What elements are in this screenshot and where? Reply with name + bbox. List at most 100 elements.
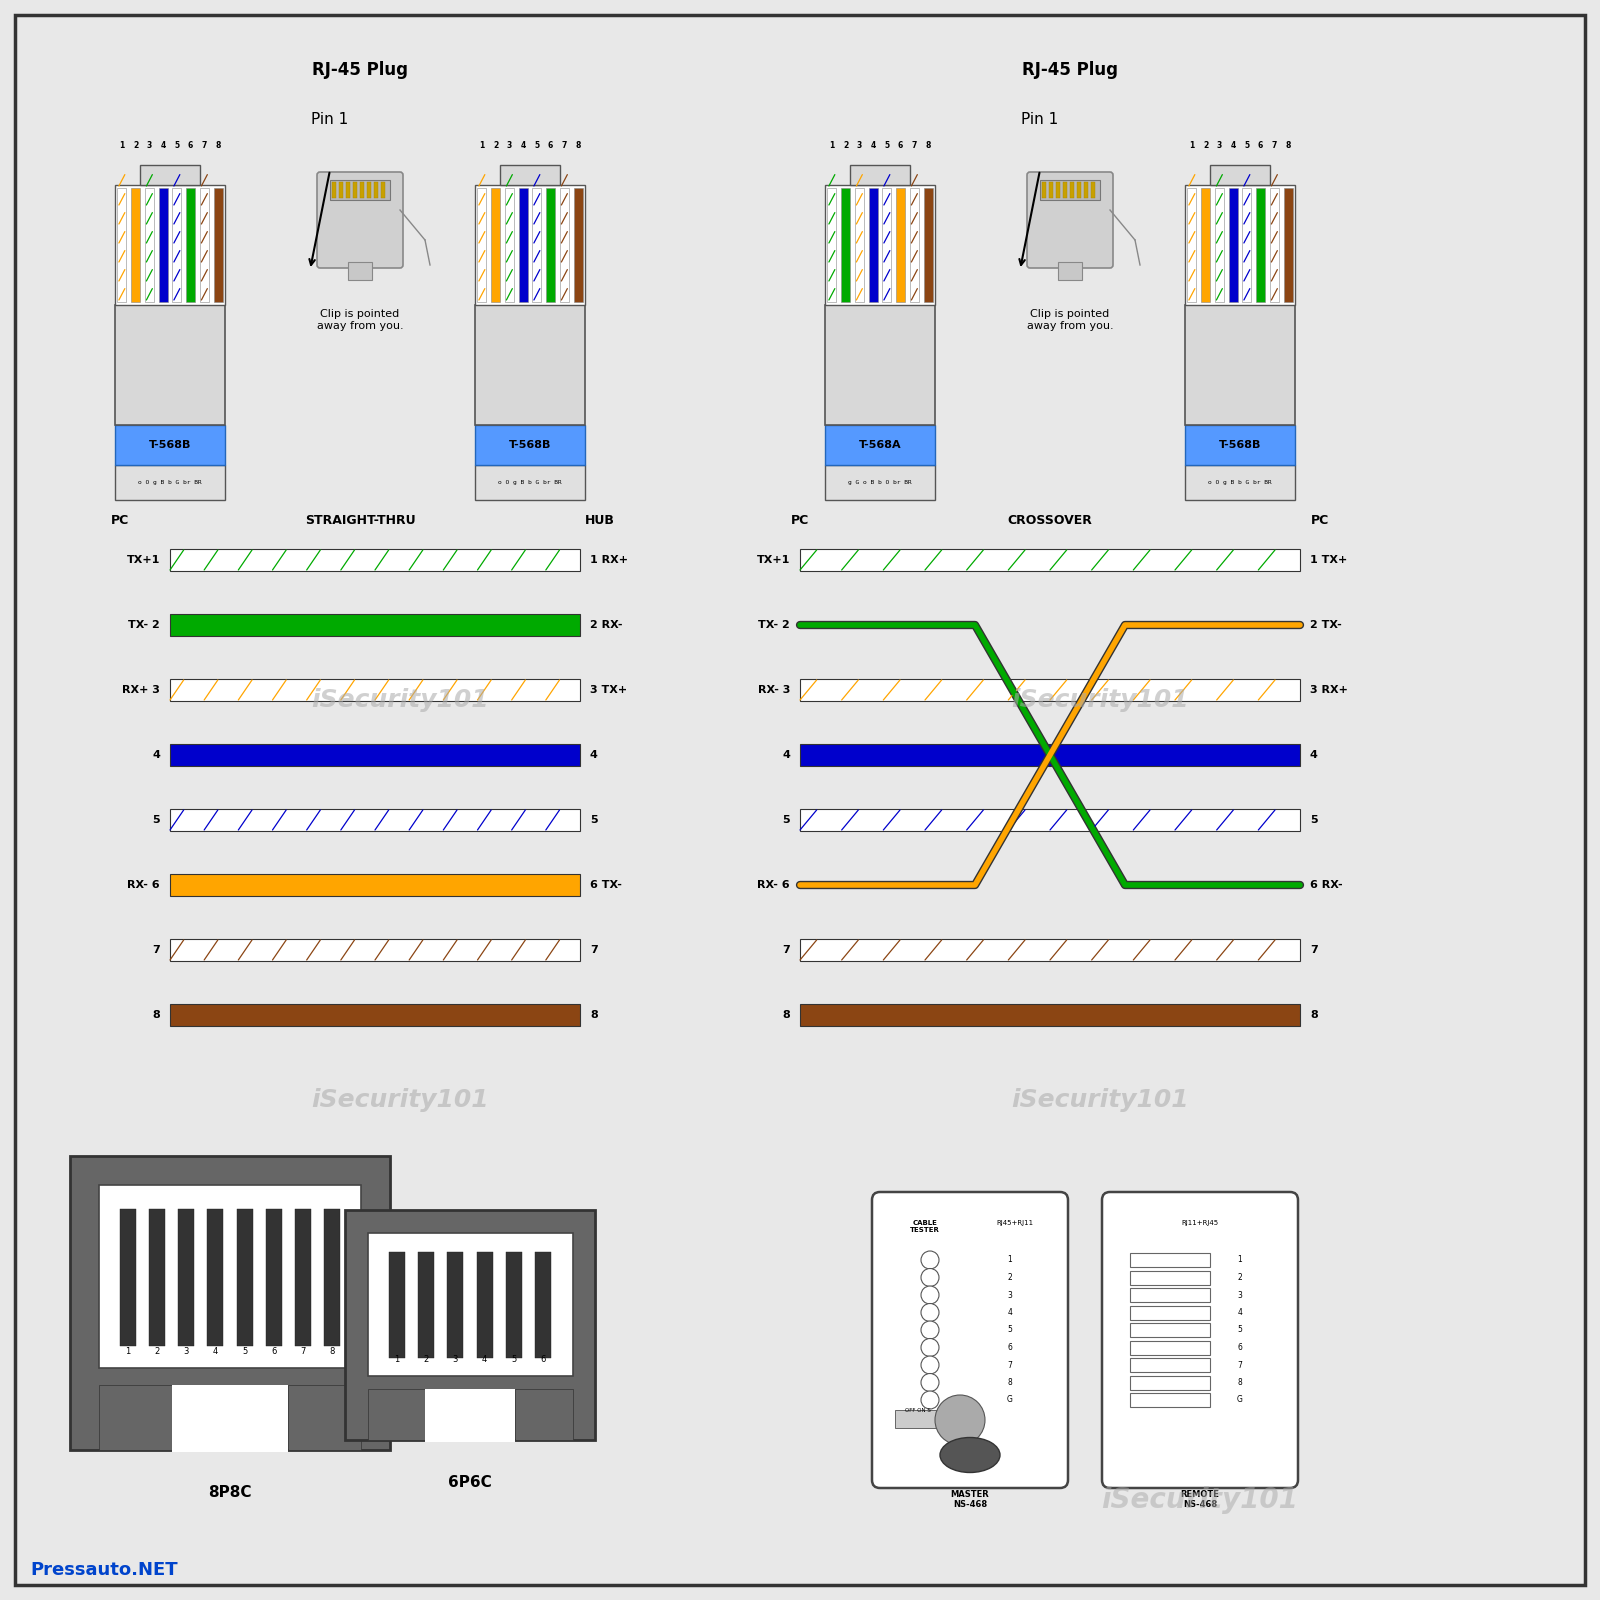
Bar (170, 1005, 579, 1026)
FancyBboxPatch shape (1102, 1192, 1298, 1488)
Text: RX- 6: RX- 6 (128, 880, 160, 890)
Text: 8: 8 (152, 1010, 160, 1021)
Circle shape (922, 1390, 939, 1410)
Text: 3: 3 (856, 141, 862, 150)
Bar (574, 187, 582, 302)
Circle shape (934, 1395, 986, 1445)
Bar (333, 182, 336, 198)
Circle shape (922, 1322, 939, 1339)
Text: 4: 4 (152, 750, 160, 760)
Bar (475, 426, 586, 466)
Bar (475, 466, 586, 499)
Bar (99, 1386, 173, 1450)
Bar (475, 186, 586, 306)
Bar (826, 426, 934, 466)
Bar (170, 810, 579, 830)
Bar (1130, 1394, 1210, 1406)
Bar (499, 165, 560, 186)
Text: Pressauto.NET: Pressauto.NET (30, 1562, 178, 1579)
Text: 7: 7 (1008, 1360, 1013, 1370)
Text: o O g B b G br BR: o O g B b G br BR (138, 480, 202, 485)
Text: 8: 8 (925, 141, 931, 150)
Bar (869, 187, 877, 302)
Text: 1 RX+: 1 RX+ (590, 555, 627, 565)
Text: 3: 3 (1216, 141, 1222, 150)
Bar (826, 466, 934, 499)
Bar (506, 187, 514, 302)
Bar (366, 182, 371, 198)
Text: 3: 3 (453, 1355, 458, 1363)
Bar (1130, 1270, 1210, 1285)
Text: 2: 2 (1238, 1274, 1242, 1282)
Bar (117, 187, 126, 302)
Text: 7: 7 (590, 946, 598, 955)
Bar (346, 182, 349, 198)
Text: 6: 6 (898, 141, 904, 150)
Text: iSecurity101: iSecurity101 (1011, 1088, 1189, 1112)
Text: 6: 6 (189, 141, 194, 150)
Text: OFF ON S: OFF ON S (906, 1408, 931, 1413)
Text: 7: 7 (1272, 141, 1277, 150)
Text: 2: 2 (133, 141, 138, 150)
Text: 3 RX+: 3 RX+ (1310, 685, 1347, 694)
Text: CABLE
TESTER: CABLE TESTER (910, 1219, 939, 1234)
Text: 4: 4 (213, 1347, 218, 1355)
Bar (115, 306, 226, 426)
Text: RJ45+RJ11: RJ45+RJ11 (997, 1219, 1034, 1226)
Text: TX+1: TX+1 (757, 555, 790, 565)
Text: 1: 1 (120, 141, 125, 150)
Bar (173, 187, 181, 302)
Text: o O g B b G br BR: o O g B b G br BR (1208, 480, 1272, 485)
Bar (1040, 179, 1101, 200)
Text: 5: 5 (782, 814, 790, 826)
Text: 8: 8 (1310, 1010, 1318, 1021)
Bar (418, 1251, 434, 1358)
Text: 2: 2 (155, 1347, 160, 1355)
Bar (800, 744, 1299, 766)
Text: o O g B b G br BR: o O g B b G br BR (498, 480, 562, 485)
Text: iSecurity101: iSecurity101 (310, 688, 490, 712)
Bar (800, 939, 1299, 962)
Bar (1186, 186, 1294, 306)
Bar (70, 1155, 390, 1450)
Text: RX- 3: RX- 3 (758, 685, 790, 694)
Bar (1270, 187, 1278, 302)
Text: PC: PC (110, 514, 130, 526)
Bar (99, 1186, 362, 1368)
Text: 8: 8 (330, 1347, 334, 1355)
Bar (237, 1208, 253, 1346)
Text: 5: 5 (590, 814, 598, 826)
Text: 1: 1 (480, 141, 485, 150)
Bar (139, 165, 200, 186)
Text: iSecurity101: iSecurity101 (310, 1088, 490, 1112)
Bar (854, 187, 864, 302)
Bar (170, 614, 579, 635)
Bar (330, 179, 390, 200)
Bar (800, 549, 1299, 571)
Text: PC: PC (790, 514, 810, 526)
Bar (448, 1251, 464, 1358)
Text: 4: 4 (160, 141, 166, 150)
Bar (883, 187, 891, 302)
Bar (826, 306, 934, 426)
Bar (368, 1234, 573, 1376)
Bar (426, 1389, 515, 1442)
Text: 8: 8 (590, 1010, 598, 1021)
Bar (506, 1251, 522, 1358)
Text: RX+ 3: RX+ 3 (122, 685, 160, 694)
Bar (266, 1208, 282, 1346)
Text: 7: 7 (912, 141, 917, 150)
Bar (850, 165, 910, 186)
Text: T-568B: T-568B (149, 440, 190, 450)
Bar (1186, 306, 1294, 426)
Bar (826, 186, 934, 306)
Text: 1: 1 (1189, 141, 1195, 150)
Bar (149, 1208, 165, 1346)
FancyBboxPatch shape (317, 173, 403, 267)
Bar (115, 426, 226, 466)
Circle shape (922, 1373, 939, 1392)
Text: 6: 6 (541, 1355, 546, 1363)
Text: 6 TX-: 6 TX- (590, 880, 622, 890)
Text: 7: 7 (202, 141, 206, 150)
Bar (339, 182, 342, 198)
